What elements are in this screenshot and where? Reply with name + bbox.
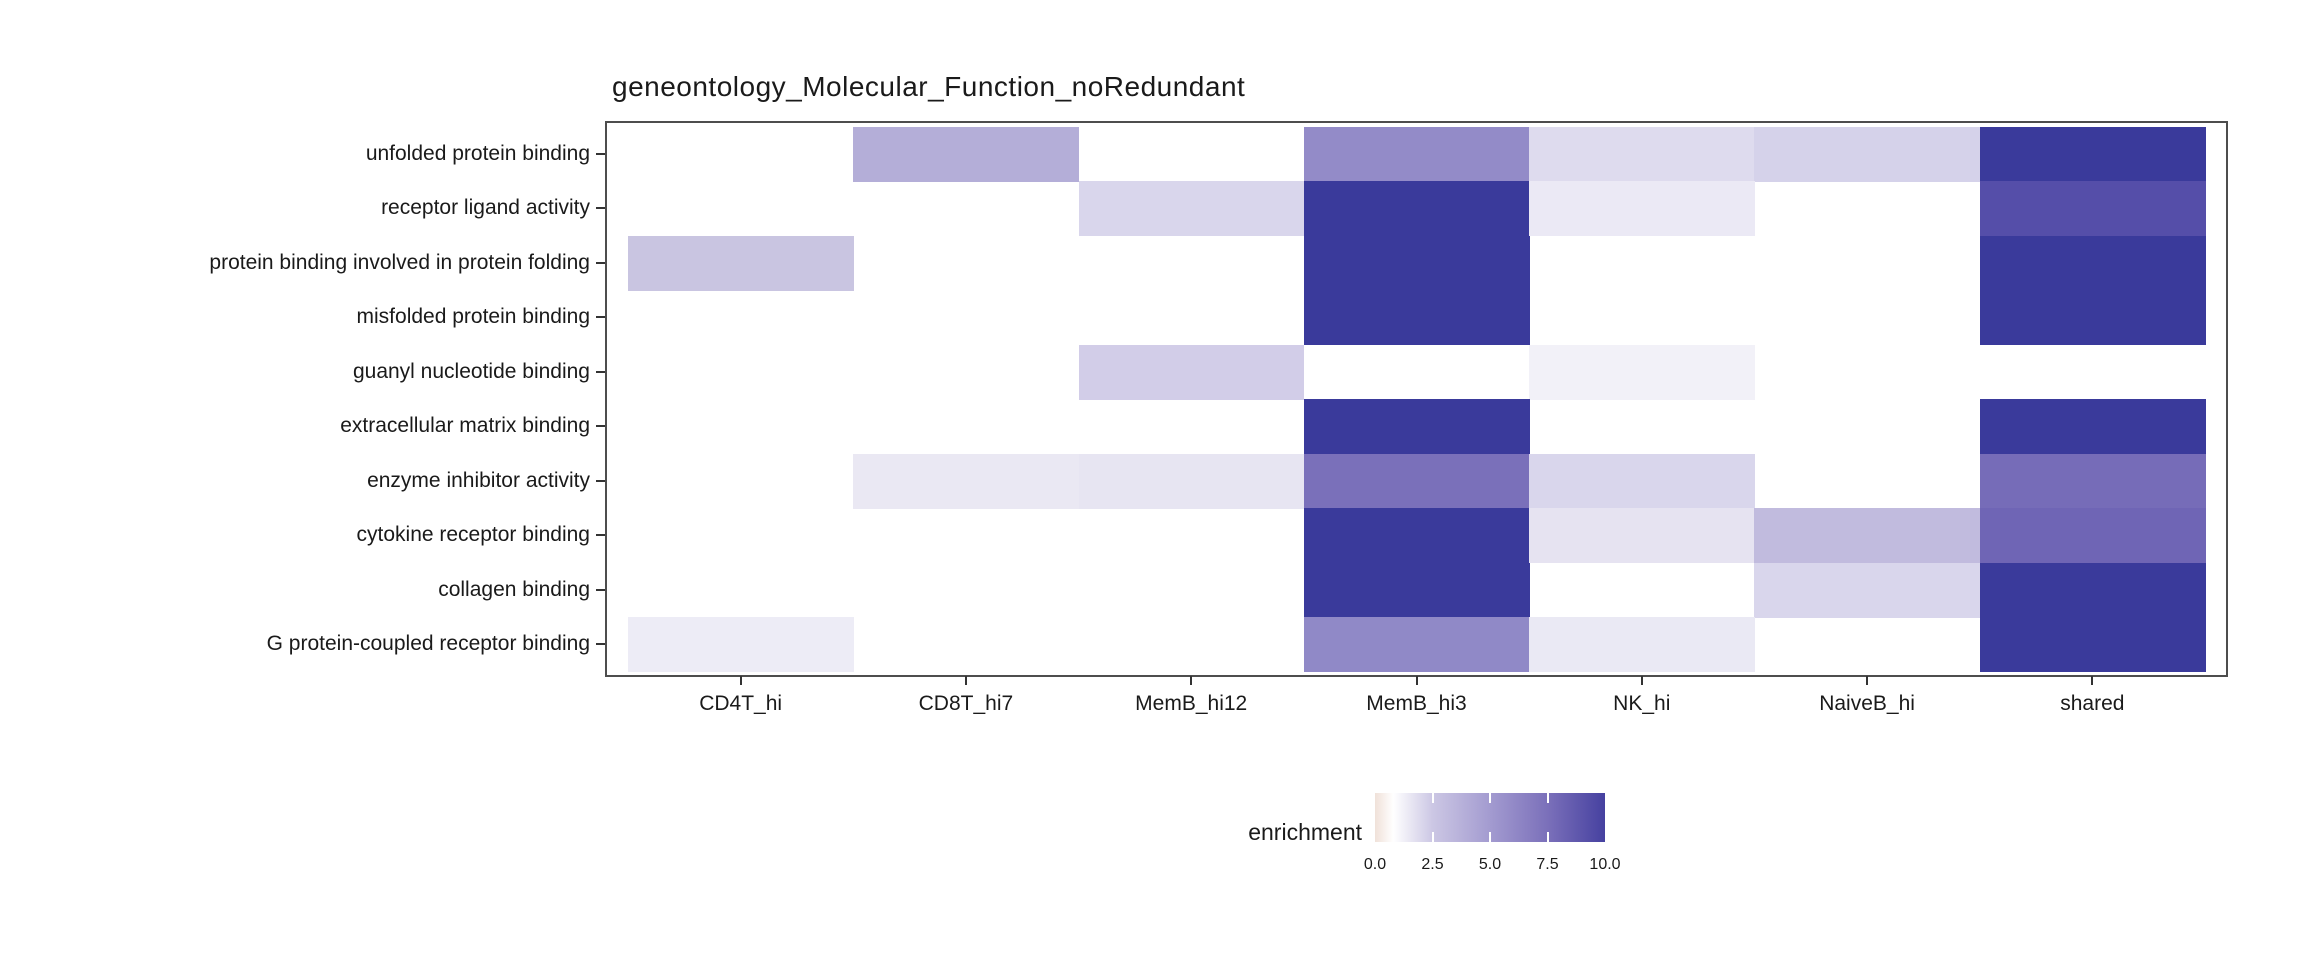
heatmap-cell (1303, 235, 1530, 291)
y-axis-label: collagen binding (438, 577, 590, 601)
heatmap-cell (1529, 344, 1756, 400)
y-axis-label: G protein-coupled receptor binding (266, 632, 590, 656)
heatmap-cell (1078, 453, 1305, 509)
x-axis-label: CD4T_hi (699, 692, 783, 715)
y-axis-tick (596, 643, 605, 646)
heatmap-cell (1979, 126, 2206, 182)
y-axis-label: unfolded protein binding (365, 141, 590, 165)
x-axis-label: NaiveB_hi (1819, 692, 1915, 715)
y-axis-tick (596, 425, 605, 428)
y-axis-tick (596, 479, 605, 482)
heatmap-cell (1979, 453, 2206, 509)
y-axis-tick (596, 207, 605, 210)
colorbar-tick-label: 7.5 (1536, 856, 1559, 873)
y-axis-tick (596, 534, 605, 537)
heatmap-cell (853, 126, 1080, 182)
x-axis-tick (964, 676, 967, 685)
y-axis-label: guanyl nucleotide binding (352, 359, 590, 383)
y-axis-label: enzyme inhibitor activity (367, 468, 590, 492)
y-axis-label: receptor ligand activity (381, 196, 590, 220)
y-axis-label: misfolded protein binding (356, 305, 590, 329)
heatmap-cell (1303, 126, 1530, 182)
heatmap-panel (605, 121, 2228, 677)
colorbar-tick-label: 5.0 (1478, 856, 1502, 873)
heatmap-cell (1754, 562, 1981, 618)
heatmap-cell (1979, 399, 2206, 455)
heatmap-cell (853, 453, 1080, 509)
y-axis-tick (596, 316, 605, 319)
x-axis-tick (1190, 676, 1193, 685)
heatmap-cell (1529, 617, 1756, 673)
colorbar-tick (1431, 832, 1434, 842)
y-axis-label: protein binding involved in protein fold… (209, 250, 590, 274)
x-axis-tick (1640, 676, 1643, 685)
heatmap-cell (1529, 181, 1756, 237)
heatmap-cell (1979, 235, 2206, 291)
heatmap-cell (628, 235, 854, 291)
colorbar-tick-label: 2.5 (1421, 856, 1444, 873)
y-axis-tick (596, 152, 605, 155)
x-axis-label: CD8T_hi7 (918, 692, 1014, 715)
colorbar-tick (1489, 793, 1491, 803)
y-axis-tick (596, 370, 605, 373)
colorbar-tick (1546, 832, 1549, 842)
x-axis-tick (2091, 676, 2094, 685)
colorbar (1375, 793, 1605, 842)
heatmap-cell (1303, 181, 1530, 237)
y-axis-tick (596, 261, 605, 264)
heatmap-cell (1078, 181, 1305, 237)
y-axis-label: cytokine receptor binding (356, 523, 590, 547)
heatmap-cell (1303, 290, 1530, 346)
y-axis-label: extracellular matrix binding (340, 414, 590, 438)
heatmap-cell (1979, 562, 2206, 618)
heatmap-cell (1979, 617, 2206, 673)
colorbar-tick (1489, 832, 1491, 842)
heatmap-cell (1529, 126, 1756, 182)
heatmap-cell (628, 617, 854, 673)
heatmap-cell (1979, 290, 2206, 346)
x-axis-tick (1866, 676, 1869, 685)
heatmap-cell (1754, 126, 1981, 182)
heatmap-cell (1529, 453, 1756, 509)
colorbar-tick-label: 0.0 (1363, 856, 1387, 873)
colorbar-tick (1431, 793, 1434, 803)
x-axis-label: MemB_hi12 (1135, 692, 1248, 715)
legend-title: enrichment (1248, 819, 1362, 845)
heatmap-cell (1303, 562, 1530, 618)
x-axis-label: shared (2060, 692, 2125, 715)
heatmap-cell (1979, 181, 2206, 237)
x-axis-tick (1415, 676, 1418, 685)
heatmap-cell (1303, 617, 1530, 673)
heatmap-cell (1078, 344, 1305, 400)
x-axis-tick (739, 676, 742, 685)
heatmap-cell (1303, 508, 1530, 564)
colorbar-tick-label: 10.0 (1589, 856, 1621, 873)
y-axis-tick (596, 588, 605, 591)
colorbar-tick (1546, 793, 1549, 803)
heatmap-cell (1303, 453, 1530, 509)
chart-title: geneontology_Molecular_Function_noRedund… (612, 71, 1246, 102)
x-axis-label: NK_hi (1613, 692, 1671, 715)
heatmap-cell (1979, 508, 2206, 564)
heatmap-cell (1303, 399, 1530, 455)
heatmap-cell (1529, 508, 1756, 564)
heatmap-cell (1754, 508, 1981, 564)
x-axis-label: MemB_hi3 (1366, 692, 1467, 715)
